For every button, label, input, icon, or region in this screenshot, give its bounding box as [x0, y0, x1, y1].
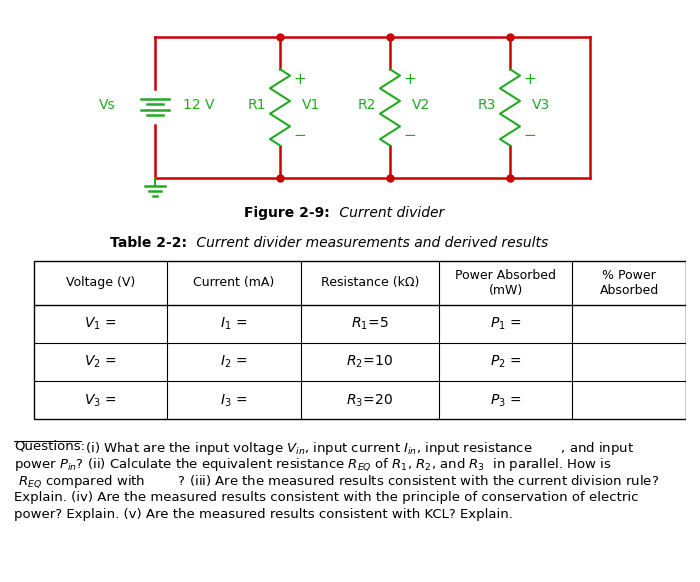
Text: −: −: [403, 128, 416, 143]
Text: V3: V3: [532, 98, 550, 112]
Text: +: +: [403, 72, 416, 87]
Text: Vs: Vs: [99, 98, 116, 112]
Text: R2: R2: [358, 98, 376, 112]
Text: Current (mA): Current (mA): [193, 276, 274, 289]
Text: Explain. (iv) Are the measured results consistent with the principle of conserva: Explain. (iv) Are the measured results c…: [14, 491, 638, 503]
Text: Current divider: Current divider: [335, 205, 444, 220]
Text: 12 V: 12 V: [183, 98, 214, 112]
Text: $R_2\!=\!10$: $R_2\!=\!10$: [346, 354, 393, 371]
Text: V2: V2: [412, 98, 430, 112]
Text: V1: V1: [302, 98, 321, 112]
Text: $R_3\!=\!20$: $R_3\!=\!20$: [346, 392, 393, 409]
Text: Voltage (V): Voltage (V): [66, 276, 135, 289]
Text: $I_1$ =: $I_1$ =: [220, 316, 248, 332]
Text: R3: R3: [477, 98, 496, 112]
Text: % Power
Absorbed: % Power Absorbed: [600, 269, 659, 297]
Text: $V_1$ =: $V_1$ =: [84, 316, 117, 332]
Text: $R_{EQ}$ compared with        ? (iii) Are the measured results consistent with t: $R_{EQ}$ compared with ? (iii) Are the m…: [14, 474, 659, 490]
Text: Figure 2-9:: Figure 2-9:: [244, 205, 330, 220]
Text: $I_2$ =: $I_2$ =: [220, 354, 248, 371]
Text: +: +: [523, 72, 536, 87]
Text: $P_1$ =: $P_1$ =: [490, 316, 522, 332]
Bar: [34, 261, 686, 420]
Text: power? Explain. (v) Are the measured results consistent with KCL? Explain.: power? Explain. (v) Are the measured res…: [14, 508, 513, 521]
Text: R1: R1: [248, 98, 266, 112]
Text: $P_2$ =: $P_2$ =: [490, 354, 522, 371]
Text: $V_3$ =: $V_3$ =: [84, 392, 117, 409]
Text: Current divider measurements and derived results: Current divider measurements and derived…: [192, 236, 548, 250]
Text: $R_1\!=\!5$: $R_1\!=\!5$: [351, 316, 389, 332]
Text: Questions:: Questions:: [14, 439, 85, 453]
Text: $V_2$ =: $V_2$ =: [84, 354, 117, 371]
Text: Resistance (kΩ): Resistance (kΩ): [321, 276, 419, 289]
Text: −: −: [523, 128, 536, 143]
Text: $I_3$ =: $I_3$ =: [220, 392, 248, 409]
Text: Table 2-2:: Table 2-2:: [110, 236, 187, 250]
Text: (i) What are the input voltage $V_{in}$, input current $I_{in}$, input resistanc: (i) What are the input voltage $V_{in}$,…: [81, 439, 634, 456]
Text: $P_3$ =: $P_3$ =: [490, 392, 522, 409]
Text: Power Absorbed
(mW): Power Absorbed (mW): [455, 269, 556, 297]
Text: −: −: [293, 128, 306, 143]
Text: +: +: [293, 72, 306, 87]
Text: power $P_{in}$? (ii) Calculate the equivalent resistance $R_{EQ}$ of $R_1$, $R_2: power $P_{in}$? (ii) Calculate the equiv…: [14, 456, 612, 473]
